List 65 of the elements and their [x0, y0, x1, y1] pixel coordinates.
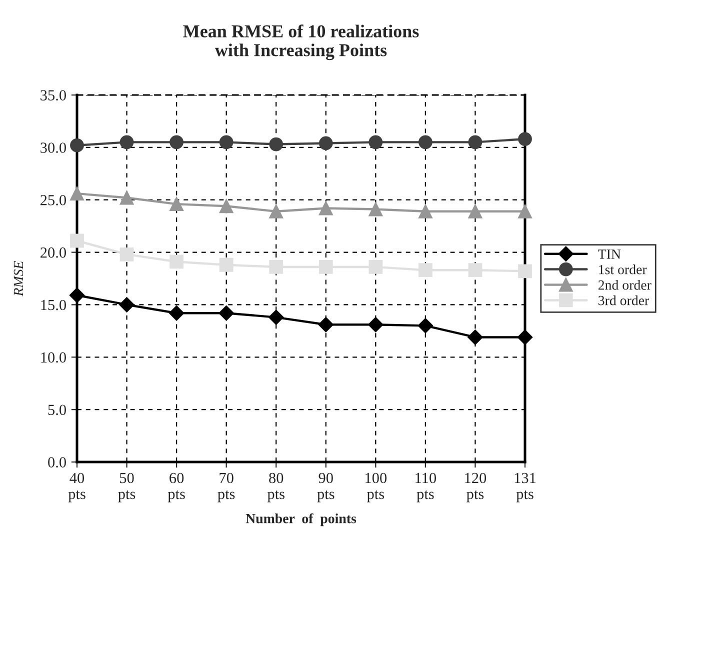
- point: [418, 263, 432, 278]
- point: [368, 260, 383, 274]
- y-tick-label: 20.0: [40, 247, 66, 258]
- point: [318, 260, 333, 274]
- x-tick-label: 80 pts: [267, 472, 284, 502]
- y-tick-label: 5.0: [48, 404, 66, 416]
- y-tick-label: 30.0: [40, 142, 66, 153]
- x-axis-title: Number of points: [246, 513, 356, 526]
- point: [269, 137, 284, 152]
- legend-label: TIN: [598, 250, 621, 259]
- point: [218, 306, 234, 321]
- point: [219, 199, 234, 214]
- x-tick-label: 131 pts: [514, 472, 536, 502]
- point: [518, 264, 532, 278]
- point: [518, 132, 532, 146]
- y-tick-label: 10.0: [41, 352, 66, 363]
- point: [318, 317, 334, 332]
- point: [418, 318, 434, 334]
- point: [170, 135, 184, 150]
- point: [168, 306, 184, 321]
- point: [70, 138, 84, 152]
- point: [120, 135, 134, 150]
- legend-label: 2nd order: [598, 280, 652, 290]
- point: [219, 135, 234, 150]
- point: [120, 247, 134, 262]
- point: [368, 135, 383, 150]
- point: [468, 204, 482, 218]
- y-tick-label: 35.0: [40, 90, 66, 101]
- point: [468, 135, 482, 150]
- point: [170, 197, 184, 211]
- x-tick-label: 40 pts: [68, 472, 86, 502]
- point: [268, 310, 284, 325]
- point: [418, 135, 432, 150]
- point: [269, 260, 284, 274]
- point: [468, 330, 483, 345]
- point: [517, 330, 533, 345]
- point: [368, 317, 384, 332]
- y-tick-label: 15.0: [41, 300, 66, 310]
- point: [368, 202, 383, 216]
- x-tick-label: 90 pts: [317, 472, 334, 502]
- x-tick-label: 50 pts: [118, 472, 136, 502]
- chart-title: Mean RMSE of 10 realizations with Increasing Points: [183, 24, 419, 60]
- y-tick-label: 0.0: [48, 457, 66, 468]
- point: [318, 201, 333, 216]
- point: [70, 234, 84, 248]
- point: [69, 288, 85, 303]
- point: [120, 190, 134, 205]
- point: [468, 263, 482, 278]
- y-tick-label: 25.0: [40, 195, 66, 206]
- x-tick-label: 60 pts: [168, 472, 185, 502]
- point: [70, 186, 84, 201]
- x-tick-label: 100 pts: [366, 472, 387, 502]
- point: [418, 204, 432, 218]
- legend-label: 3rd order: [598, 295, 650, 306]
- point: [119, 297, 134, 312]
- legend-label: 1st order: [599, 264, 647, 274]
- point: [170, 254, 184, 269]
- y-axis-title: RMSE: [14, 260, 24, 296]
- x-tick-label: 120 pts: [465, 472, 486, 502]
- point: [318, 136, 333, 150]
- x-tick-label: 110 pts: [416, 472, 436, 502]
- point: [518, 204, 532, 218]
- point: [269, 204, 284, 218]
- x-tick-label: 70 pts: [218, 472, 235, 502]
- point: [219, 258, 234, 272]
